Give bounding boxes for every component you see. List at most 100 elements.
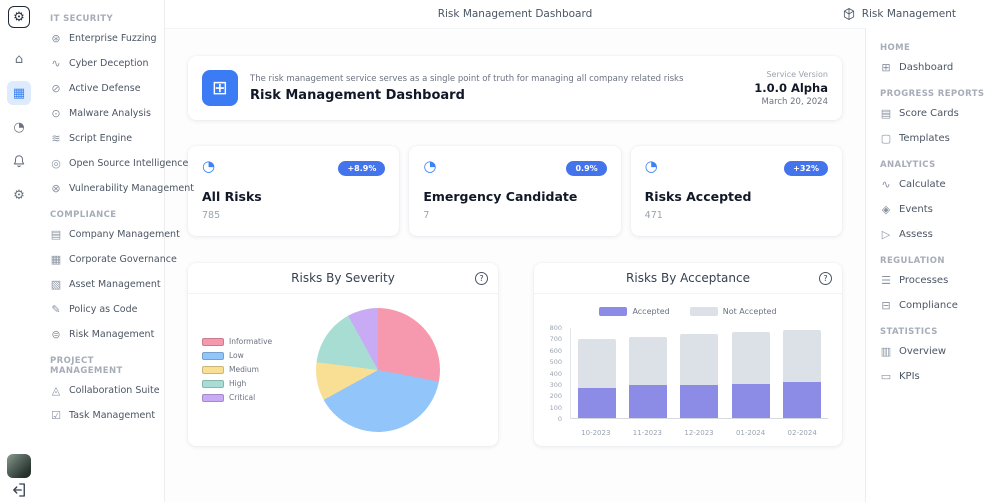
nav-item-label: Events (899, 204, 933, 215)
top-header: Risk Management Dashboard Risk Managemen… (165, 0, 1000, 28)
nav-item-risk-management[interactable]: ⊜ Risk Management (38, 322, 164, 347)
nav-item-active-defense[interactable]: ⊘ Active Defense (38, 76, 164, 101)
y-tick-label: 0 (557, 415, 562, 423)
section-title-statistics: STATISTICS (880, 327, 938, 337)
nav-item-score-cards[interactable]: ▤ Score Cards (866, 101, 1000, 126)
stat-value: 471 (644, 210, 663, 221)
stat-value: 7 (423, 210, 430, 221)
chart-title: Risks By Severity (291, 271, 395, 285)
risk-icon: ⊜ (51, 328, 61, 341)
nav-item-script-engine[interactable]: ≋ Script Engine (38, 126, 164, 151)
pie-chart-icon: ◔ (423, 157, 437, 175)
bar-11-2023[interactable] (629, 328, 668, 418)
bar-01-2024[interactable] (731, 328, 770, 418)
nav-item-cyber-deception[interactable]: ∿ Cyber Deception (38, 51, 164, 76)
section-title-it-security: IT SECURITY (50, 14, 114, 24)
nav-item-label: Company Management (69, 229, 180, 240)
pie-legend: Informative Low Medium High Critical (202, 332, 300, 407)
nav-item-enterprise-fuzzing[interactable]: ⊛ Enterprise Fuzzing (38, 26, 164, 51)
legend-swatch (202, 393, 224, 402)
nav-item-label: Asset Management (69, 279, 161, 290)
nav-item-corporate-governance[interactable]: ▦ Corporate Governance (38, 247, 177, 272)
overview-icon: ▥ (880, 345, 892, 358)
nav-item-kpis[interactable]: ▭ KPIs (866, 364, 1000, 389)
help-icon[interactable]: ? (819, 272, 832, 285)
gear-icon[interactable]: ⚙ (13, 187, 25, 203)
chart-title: Risks By Acceptance (626, 271, 750, 285)
nav-item-assess[interactable]: ▷ Assess (866, 222, 1000, 247)
nav-item-label: Script Engine (69, 133, 133, 144)
bar-plot[interactable] (570, 328, 828, 419)
legend-label: High (229, 379, 247, 388)
severity-pie[interactable] (316, 307, 440, 432)
banner-description: The risk management service serves as a … (250, 73, 684, 84)
stat-card-risks-accepted[interactable]: ◔ +32% Risks Accepted 471 (630, 146, 842, 236)
script-icon: ≋ (51, 132, 61, 145)
pie-chart-icon: ◔ (202, 157, 216, 175)
nav-item-open-source-intelligence[interactable]: ◎ Open Source Intelligence (38, 151, 188, 176)
nav-item-label: Assess (899, 229, 933, 240)
section-title-progress-reports: PROGRESS REPORTS (880, 89, 985, 99)
stat-value: 785 (202, 210, 221, 221)
legend-swatch (599, 307, 628, 316)
stat-card-emergency-candidate[interactable]: ◔ 0.9% Emergency Candidate 7 (409, 146, 621, 236)
nav-item-compliance[interactable]: ⊟ Compliance (866, 293, 1000, 318)
legend-item-low[interactable]: Low (202, 351, 300, 360)
nav-item-processes[interactable]: ☰ Processes (866, 268, 1000, 293)
legend-item-accepted[interactable]: Accepted (599, 307, 670, 316)
bell-icon[interactable] (7, 149, 31, 173)
bar-10-2023[interactable] (577, 328, 616, 418)
vulnerability-icon: ⊗ (51, 182, 61, 195)
bar-12-2023[interactable] (680, 328, 719, 418)
nav-item-templates[interactable]: ▢ Templates (866, 126, 1000, 151)
kpis-icon: ▭ (880, 370, 892, 383)
logout-icon[interactable] (10, 481, 28, 499)
segment-accepted (629, 385, 668, 418)
right-sidebar: HOME ⊞ Dashboard PROGRESS REPORTS ▤ Score … (865, 28, 1000, 502)
nav-item-label: Active Defense (69, 83, 141, 94)
section-title-analytics: ANALYTICS (880, 160, 936, 170)
x-tick-label: 10-2023 (581, 429, 611, 437)
help-icon[interactable]: ? (475, 272, 488, 285)
legend-item-critical[interactable]: Critical (202, 393, 300, 402)
pie-chart-icon: ◔ (644, 157, 658, 175)
nav-item-task-management[interactable]: ☑ Task Management (38, 403, 164, 428)
nav-item-events[interactable]: ◈ Events (866, 197, 1000, 222)
compliance-icon: ⊟ (881, 299, 891, 312)
bar-02-2024[interactable] (783, 328, 822, 418)
x-tick-label: 01-2024 (735, 429, 766, 437)
legend-item-not-accepted[interactable]: Not Accepted (689, 307, 777, 316)
gauge-icon[interactable]: ◔ (13, 119, 25, 135)
apps-grid-icon[interactable]: ▦ (7, 81, 31, 105)
segment-not-accepted (577, 339, 616, 388)
nav-item-asset-management[interactable]: ▧ Asset Management (38, 272, 164, 297)
trend-badge: 0.9% (566, 161, 607, 176)
page-title: Risk Management Dashboard (437, 8, 593, 20)
account-menu[interactable]: Risk Management (842, 7, 956, 21)
nav-item-vulnerability-management[interactable]: ⊗ Vulnerability Management (38, 176, 194, 201)
nav-item-overview[interactable]: ▥ Overview (866, 339, 1000, 364)
nav-item-label: Compliance (899, 300, 958, 311)
legend-swatch (202, 351, 224, 360)
section-title-regulation: REGULATION (880, 256, 945, 266)
templates-icon: ▢ (880, 132, 892, 145)
legend-swatch (689, 307, 718, 316)
nav-item-collaboration-suite[interactable]: ◬ Collaboration Suite (38, 378, 164, 403)
stat-cards-row: ◔ +8.9% All Risks 785 ◔ 0.9% Emergency C… (188, 146, 842, 236)
events-icon: ◈ (881, 203, 891, 216)
nav-item-label: Policy as Code (69, 304, 138, 315)
nav-item-company-management[interactable]: ▤ Company Management (38, 222, 180, 247)
nav-item-malware-analysis[interactable]: ⊙ Malware Analysis (38, 101, 164, 126)
home-icon[interactable]: ⌂ (14, 51, 24, 67)
x-tick-label: 02-2024 (787, 429, 817, 437)
legend-item-high[interactable]: High (202, 379, 300, 388)
nav-item-dashboard[interactable]: ⊞ Dashboard (866, 55, 1000, 80)
processes-icon: ☰ (881, 274, 891, 287)
user-avatar[interactable] (7, 454, 31, 478)
x-tick-label: 12-2023 (684, 429, 714, 437)
nav-item-calculate[interactable]: ∿ Calculate (866, 172, 1000, 197)
stat-card-all-risks[interactable]: ◔ +8.9% All Risks 785 (188, 146, 400, 236)
legend-item-medium[interactable]: Medium (202, 365, 300, 374)
legend-item-informative[interactable]: Informative (202, 337, 300, 346)
nav-item-policy-as-code[interactable]: ✎ Policy as Code (38, 297, 164, 322)
